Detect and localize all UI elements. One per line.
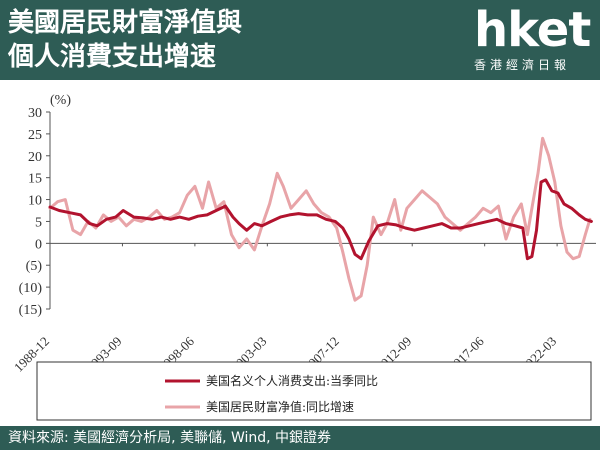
y-axis-unit-label: (%) [50,93,71,108]
brand-box [438,0,600,80]
brand-logo[interactable]: hket [474,2,591,58]
legend-label: 美国居民财富净值:同比增速 [206,399,354,414]
y-tick-label: 0 [35,237,42,252]
footer-bar [0,426,600,450]
y-tick-label: (10) [19,281,43,296]
source-note: 資料來源: 美國經濟分析局, 美聯儲, Wind, 中銀證券 [8,430,332,446]
legend-box [36,361,592,421]
title-line-2: 個人消費支出增速 [8,42,217,72]
y-tick-label: (5) [26,259,43,274]
y-tick-label: 25 [28,128,42,143]
y-tick-label: (15) [19,303,43,318]
y-tick-label: 5 [35,215,42,230]
y-tick-label: 20 [28,150,42,165]
title-line-1: 美國居民財富淨值與 [8,8,243,38]
legend-label: 美国名义个人消费支出:当季同比 [206,373,378,388]
page-title: 美國居民財富淨值與 個人消費支出增速 [8,6,428,74]
y-tick-label: 30 [28,106,42,121]
series-line-pce [48,178,593,261]
y-tick-label: 15 [28,172,42,187]
series-line-wealth [48,136,592,302]
series-lines [48,136,593,302]
brand-subtitle: 香港經濟日報 [474,58,571,72]
y-tick-label: 10 [28,194,42,209]
